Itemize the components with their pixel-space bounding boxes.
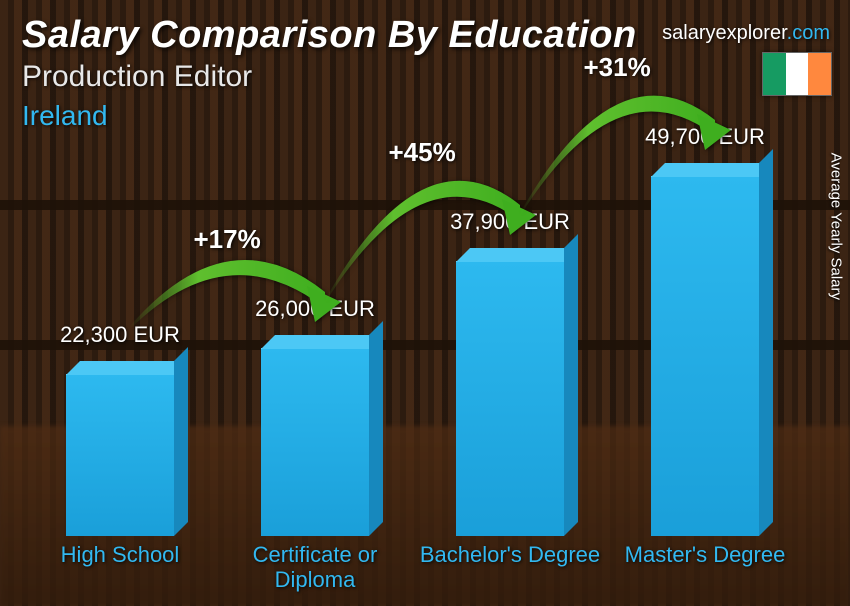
flag-stripe <box>763 53 786 95</box>
bar <box>456 261 564 536</box>
bar-category-label: Certificate or Diploma <box>220 542 410 593</box>
brand-label: salaryexplorer.com <box>662 22 830 45</box>
bar-value-label: 26,000 EUR <box>215 296 415 322</box>
bar <box>261 348 369 536</box>
bar-group: 26,000 EURCertificate or Diploma <box>235 348 395 536</box>
chart-title: Salary Comparison By Education <box>22 14 637 57</box>
brand-main: salaryexplorer <box>662 22 787 44</box>
bar-value-label: 49,700 EUR <box>605 124 805 150</box>
bar-group: 22,300 EURHigh School <box>40 374 200 536</box>
bar <box>651 176 759 536</box>
bar-category-label: High School <box>25 542 215 567</box>
ireland-flag-icon <box>762 52 832 96</box>
bar-value-label: 37,900 EUR <box>410 209 610 235</box>
bar-category-label: Bachelor's Degree <box>415 542 605 567</box>
increase-pct-label: +45% <box>389 137 456 168</box>
flag-stripe <box>786 53 809 95</box>
bar-group: 49,700 EURMaster's Degree <box>625 176 785 536</box>
y-axis-label: Average Yearly Salary <box>827 153 844 300</box>
bar-chart: 22,300 EURHigh School26,000 EURCertifica… <box>30 140 790 536</box>
bar <box>66 374 174 536</box>
bar-value-label: 22,300 EUR <box>20 322 220 348</box>
brand-domain: .com <box>787 22 830 44</box>
chart-country: Ireland <box>22 100 108 132</box>
bar-group: 37,900 EURBachelor's Degree <box>430 261 590 536</box>
bar-category-label: Master's Degree <box>610 542 800 567</box>
chart-canvas: Salary Comparison By Education Productio… <box>0 0 850 606</box>
increase-pct-label: +17% <box>194 224 261 255</box>
flag-stripe <box>808 53 831 95</box>
chart-subtitle: Production Editor <box>22 60 252 94</box>
